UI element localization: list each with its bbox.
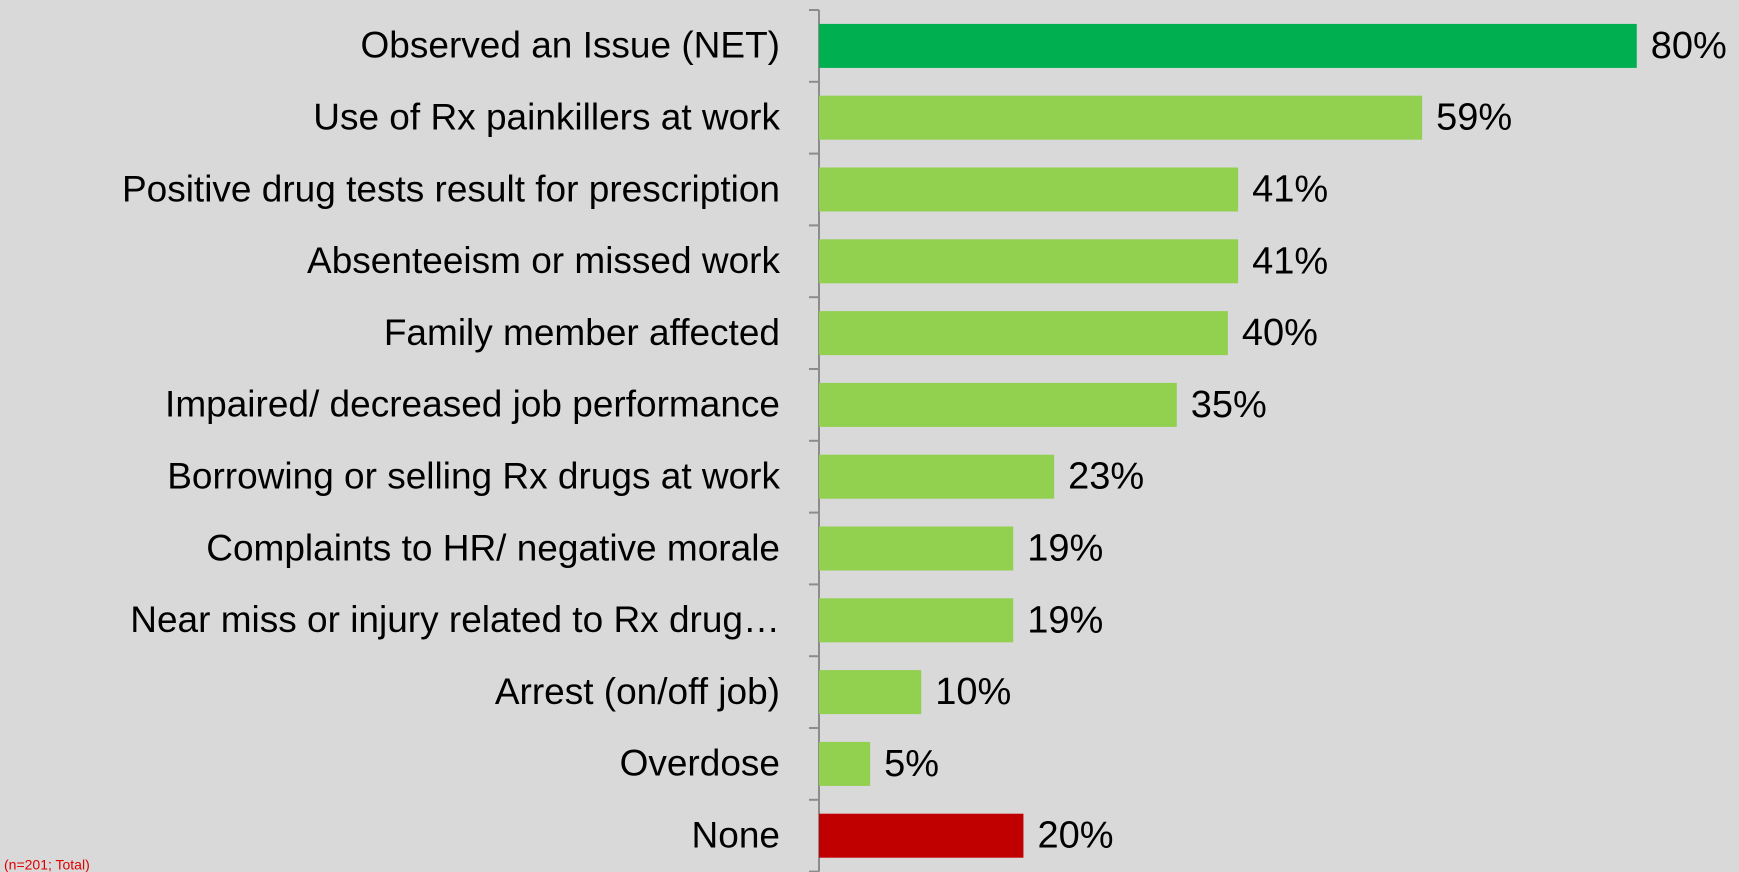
bar (819, 813, 1024, 858)
data-label: 59% (1436, 97, 1512, 139)
data-label: 5% (884, 743, 939, 785)
data-label: 23% (1068, 456, 1144, 498)
data-label: 19% (1027, 528, 1103, 570)
footnote: (n=201; Total) (4, 857, 90, 872)
category-label: Near miss or injury related to Rx drug… (130, 599, 780, 640)
data-label: 41% (1252, 240, 1328, 282)
data-label: 35% (1191, 384, 1267, 426)
data-label: 20% (1037, 815, 1113, 857)
bar (819, 454, 1055, 499)
category-label: Impaired/ decreased job performance (165, 384, 780, 425)
bar (819, 311, 1228, 356)
category-label: Family member affected (384, 312, 780, 353)
bar (819, 741, 871, 786)
data-label: 19% (1027, 599, 1103, 641)
bar (819, 95, 1423, 140)
bar (819, 382, 1177, 427)
data-label: 40% (1242, 312, 1318, 354)
category-label: Observed an Issue (NET) (361, 25, 780, 66)
data-label: 80% (1651, 25, 1727, 67)
data-label: 41% (1252, 169, 1328, 211)
bar (819, 670, 922, 715)
category-label: Use of Rx painkillers at work (313, 96, 780, 137)
category-label: Complaints to HR/ negative morale (206, 527, 780, 568)
category-label: Overdose (620, 743, 780, 784)
bar (819, 23, 1637, 68)
bar (819, 167, 1239, 212)
bar (819, 526, 1014, 571)
category-label: Arrest (on/off job) (495, 671, 780, 712)
category-label: None (692, 814, 780, 855)
bar (819, 239, 1239, 284)
bar (819, 598, 1014, 643)
category-label: Positive drug tests result for prescript… (122, 168, 780, 209)
category-label: Borrowing or selling Rx drugs at work (167, 455, 780, 496)
category-label: Absenteeism or missed work (307, 240, 780, 281)
data-label: 10% (935, 671, 1011, 713)
